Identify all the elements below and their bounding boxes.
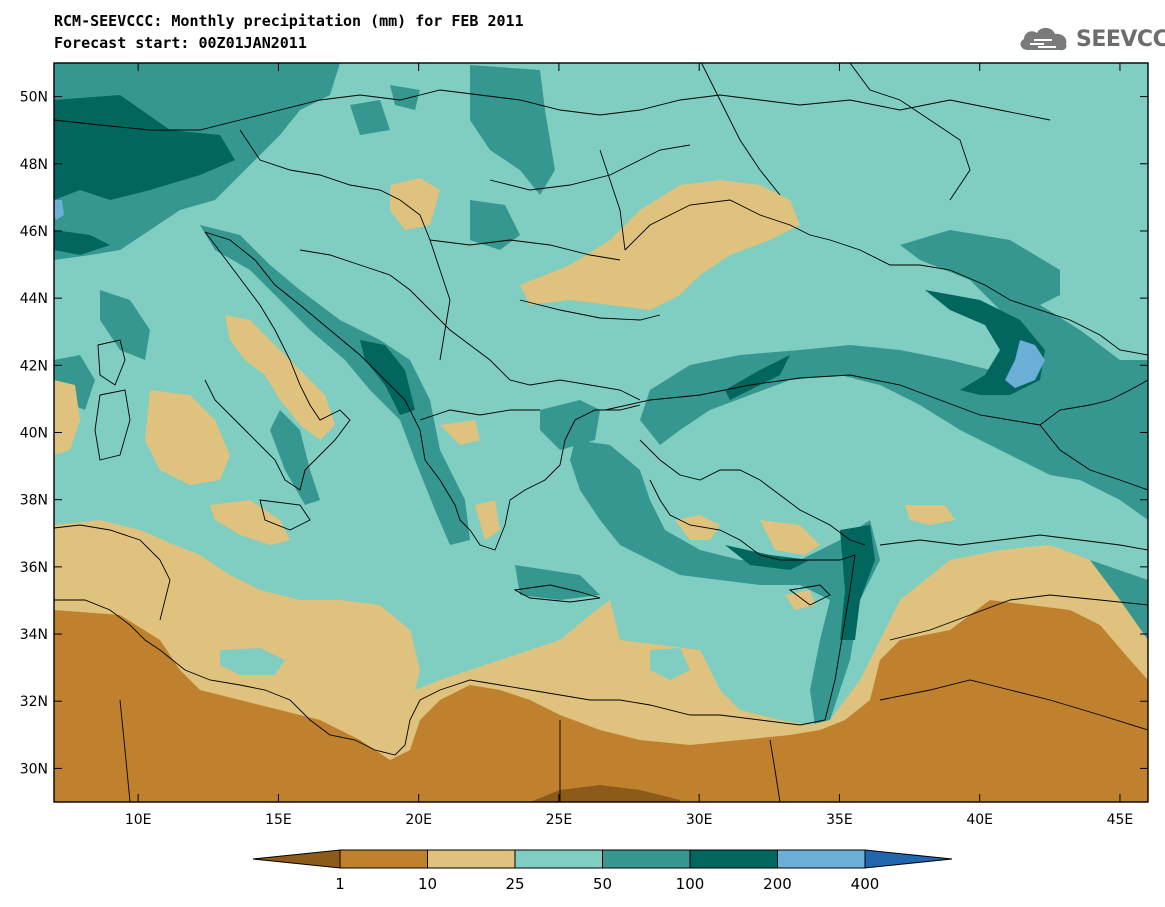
colorbar-label: 50 [593,875,612,893]
x-axis: 10E 15E 20E 25E 30E 35E 40E 45E [125,63,1133,828]
colorbar-label: 200 [763,875,792,893]
y-tick-label: 36N [20,560,48,576]
colorbar-box [777,849,866,869]
precip-band-below-1 [530,785,680,802]
colorbar-label: 100 [676,875,705,893]
x-tick-label: 45E [1107,812,1134,828]
y-tick-label: 42N [20,358,48,374]
y-tick-label: 30N [20,761,48,777]
precip-band-25-50-islands [220,648,690,680]
colorbar-below-extension [252,849,341,869]
colorbar-box [602,849,691,869]
map-field [54,63,1148,802]
x-tick-label: 30E [686,812,713,828]
x-tick-label: 35E [826,812,853,828]
x-tick-label: 40E [966,812,993,828]
colorbar-label: 10 [418,875,437,893]
y-tick-label: 34N [20,627,48,643]
x-tick-label: 20E [405,812,432,828]
map-title: RCM-SEEVCCC: Monthly precipitation (mm) … [54,12,524,30]
colorbar-label: 1 [335,875,345,893]
colorbar-above-extension [864,849,953,869]
coastlines-borders [54,63,1148,802]
colorbar-label: 400 [851,875,880,893]
cloud-icon [1020,27,1067,51]
x-tick-label: 10E [125,812,152,828]
seevccc-logo: SEEVCCC [1016,22,1165,56]
colorbar-box [339,849,428,869]
logo-text: SEEVCCC [1076,26,1165,52]
colorbar: 1 10 25 50 100 200 400 [252,849,953,893]
y-axis: 30N 32N 34N 36N 38N 40N 42N 44N 46N 48N 50N [20,90,1148,777]
y-tick-label: 32N [20,694,48,710]
x-tick-label: 15E [265,812,292,828]
y-tick-label: 44N [20,291,48,307]
colorbar-label: 25 [505,875,524,893]
forecast-start-subtitle: Forecast start: 00Z01JAN2011 [54,34,307,52]
colorbar-box [514,849,603,869]
colorbar-box [427,849,516,869]
precip-band-1-10 [54,600,1148,802]
colorbar-box [689,849,778,869]
x-tick-label: 25E [546,812,573,828]
y-tick-label: 50N [20,90,48,106]
precip-band-200-400 [54,200,1045,388]
y-tick-label: 46N [20,224,48,240]
y-tick-label: 38N [20,493,48,509]
y-tick-label: 48N [20,157,48,173]
y-tick-label: 40N [20,426,48,442]
